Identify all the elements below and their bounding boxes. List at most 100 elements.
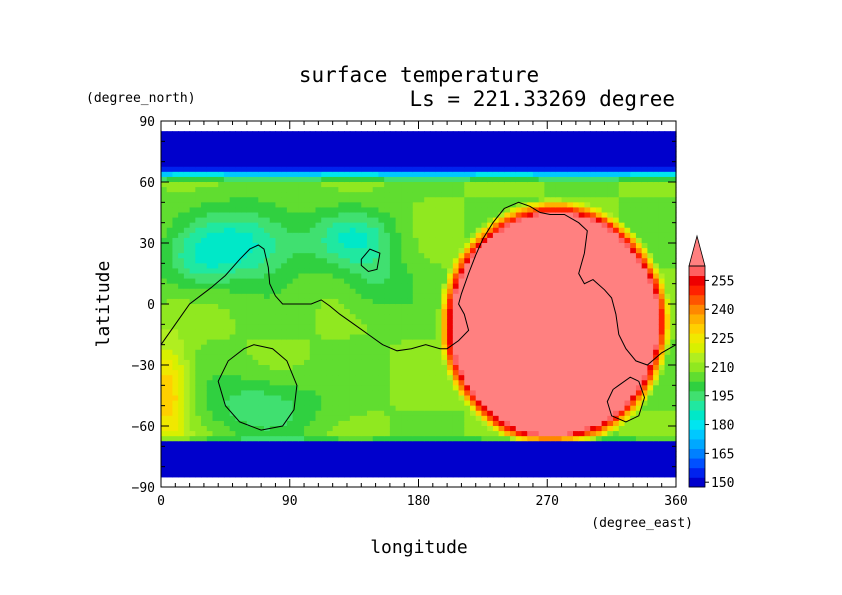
heatmap-cell	[201, 451, 208, 458]
heatmap-cell	[326, 268, 334, 275]
heatmap-cell	[292, 339, 299, 346]
heatmap-cell	[458, 268, 465, 275]
heatmap-cell	[515, 217, 523, 224]
heatmap-cell	[447, 268, 454, 275]
heatmap-cell	[561, 314, 568, 320]
heatmap-cell	[435, 405, 442, 412]
heatmap-cell	[269, 344, 277, 351]
heatmap-cell	[452, 405, 460, 412]
heatmap-cell	[229, 324, 236, 331]
heatmap-cell	[498, 304, 505, 310]
heatmap-cell	[321, 187, 328, 193]
heatmap-cell	[246, 385, 254, 392]
heatmap-cell	[344, 314, 351, 320]
heatmap-cell	[378, 176, 385, 183]
heatmap-cell	[384, 339, 391, 346]
heatmap-cell	[372, 298, 380, 305]
heatmap-cell	[481, 151, 488, 158]
heatmap-cell	[447, 405, 454, 412]
heatmap-cell	[344, 426, 351, 432]
heatmap-cell	[441, 222, 448, 229]
heatmap-cell	[258, 263, 265, 270]
heatmap-cell	[544, 329, 551, 336]
heatmap-cell	[355, 461, 362, 468]
heatmap-cell	[407, 420, 414, 427]
heatmap-cell	[452, 309, 460, 315]
heatmap-cell	[555, 334, 563, 341]
heatmap-cell	[515, 283, 523, 290]
heatmap-cell	[464, 151, 471, 158]
heatmap-cell	[321, 380, 328, 386]
heatmap-cell	[241, 329, 248, 336]
heatmap-cell	[229, 288, 236, 295]
heatmap-cell	[470, 222, 477, 229]
heatmap-cell	[378, 273, 385, 280]
heatmap-cell	[315, 212, 322, 219]
heatmap-cell	[544, 410, 551, 417]
heatmap-cell	[384, 344, 391, 351]
heatmap-cell	[161, 248, 168, 254]
heatmap-cell	[292, 156, 299, 163]
heatmap-cell	[515, 243, 523, 249]
heatmap-cell	[372, 319, 380, 325]
heatmap-cell	[464, 187, 471, 193]
heatmap-cell	[315, 441, 322, 447]
heatmap-cell	[264, 253, 271, 259]
heatmap-cell	[223, 288, 231, 295]
heatmap-cell	[498, 212, 505, 219]
heatmap-cell	[304, 354, 311, 361]
heatmap-cell	[195, 385, 202, 392]
heatmap-cell	[384, 370, 391, 376]
heatmap-cell	[338, 456, 345, 463]
heatmap-cell	[349, 283, 357, 290]
heatmap-cell	[401, 365, 408, 371]
heatmap-cell	[481, 258, 488, 264]
heatmap-cell	[538, 309, 545, 315]
heatmap-cell	[412, 410, 420, 417]
heatmap-cell	[241, 151, 248, 158]
heatmap-cell	[218, 441, 225, 447]
heatmap-cell	[550, 182, 557, 188]
heatmap-cell	[384, 207, 391, 214]
heatmap-cell	[275, 461, 282, 468]
heatmap-cell	[218, 182, 225, 188]
heatmap-cell	[206, 471, 214, 478]
heatmap-cell	[223, 222, 231, 229]
heatmap-cell	[332, 436, 339, 442]
heatmap-cell	[166, 146, 174, 153]
heatmap-cell	[269, 380, 277, 386]
heatmap-cell	[201, 283, 208, 290]
heatmap-cell	[161, 207, 168, 214]
heatmap-cell	[475, 232, 483, 239]
heatmap-cell	[264, 405, 271, 412]
heatmap-cell	[510, 354, 517, 361]
heatmap-cell	[521, 182, 528, 188]
heatmap-cell	[550, 385, 557, 392]
heatmap-cell	[567, 354, 574, 361]
heatmap-cell	[223, 263, 231, 270]
heatmap-cell	[481, 293, 488, 300]
heatmap-cell	[218, 385, 225, 392]
heatmap-cell	[389, 237, 397, 244]
heatmap-cell	[223, 197, 231, 203]
heatmap-cell	[235, 314, 242, 320]
heatmap-cell	[286, 420, 294, 427]
heatmap-cell	[246, 309, 254, 315]
heatmap-cell	[321, 273, 328, 280]
heatmap-cell	[424, 273, 431, 280]
heatmap-cell	[550, 217, 557, 224]
heatmap-cell	[235, 466, 242, 473]
heatmap-cell	[309, 283, 317, 290]
heatmap-cell	[178, 217, 185, 224]
heatmap-cell	[252, 380, 259, 386]
heatmap-cell	[510, 334, 517, 341]
heatmap-cell	[355, 385, 362, 392]
heatmap-cell	[492, 344, 500, 351]
heatmap-cell	[504, 436, 511, 442]
heatmap-cell	[212, 293, 219, 300]
heatmap-cell	[321, 415, 328, 422]
heatmap-cell	[275, 471, 282, 478]
heatmap-cell	[521, 461, 528, 468]
heatmap-cell	[435, 293, 442, 300]
heatmap-cell	[292, 365, 299, 371]
